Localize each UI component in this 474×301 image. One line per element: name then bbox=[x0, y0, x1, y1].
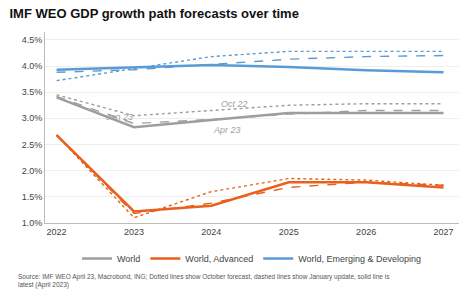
svg-text:1.0%: 1.0% bbox=[22, 218, 43, 228]
svg-text:2026: 2026 bbox=[356, 227, 376, 237]
svg-text:2.0%: 2.0% bbox=[22, 166, 43, 176]
svg-text:Jan 23: Jan 23 bbox=[105, 112, 133, 122]
svg-text:3.0%: 3.0% bbox=[22, 113, 43, 123]
svg-text:4.0%: 4.0% bbox=[22, 61, 43, 71]
svg-text:World: World bbox=[117, 254, 140, 264]
svg-text:Oct 22: Oct 22 bbox=[221, 99, 248, 109]
svg-text:Apr 23: Apr 23 bbox=[213, 125, 241, 135]
svg-text:2022: 2022 bbox=[47, 227, 67, 237]
svg-text:2023: 2023 bbox=[124, 227, 144, 237]
svg-text:3.5%: 3.5% bbox=[22, 87, 43, 97]
svg-text:4.5%: 4.5% bbox=[22, 35, 43, 45]
svg-text:2024: 2024 bbox=[201, 227, 221, 237]
svg-text:2027: 2027 bbox=[434, 227, 454, 237]
svg-text:World, Advanced: World, Advanced bbox=[185, 254, 253, 264]
svg-text:1.5%: 1.5% bbox=[22, 192, 43, 202]
svg-text:2025: 2025 bbox=[279, 227, 299, 237]
svg-text:IMF WEO GDP growth path foreca: IMF WEO GDP growth path forecasts over t… bbox=[9, 6, 298, 21]
svg-text:World, Emerging & Developing: World, Emerging & Developing bbox=[298, 254, 421, 264]
svg-text:2.5%: 2.5% bbox=[22, 140, 43, 150]
svg-text:Source: IMF WEO April 23, Macr: Source: IMF WEO April 23, Macrobond, ING… bbox=[18, 273, 390, 289]
